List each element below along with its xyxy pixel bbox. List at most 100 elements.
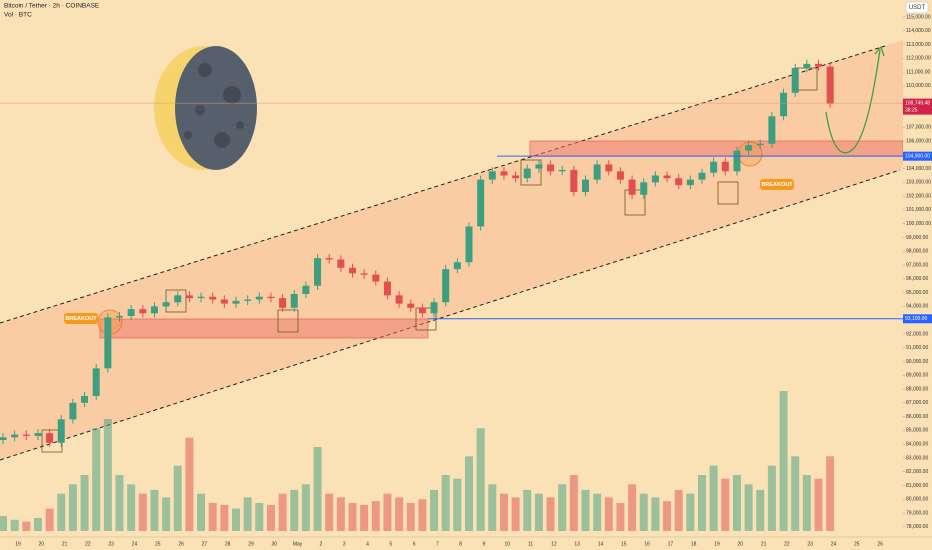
candle-body [372,274,380,282]
volume-layer [0,391,835,531]
candle-body [267,296,275,299]
y-tick-label: 103,000.00 [906,180,931,186]
candle-body [290,293,298,308]
volume-bar [779,391,788,531]
x-tick-label: May [293,541,303,547]
y-tick-label: 89,000.00 [906,373,928,379]
candle-body [0,437,7,441]
candle-body [663,175,671,179]
candle-body [244,299,252,301]
x-tick-label: 26 [877,541,883,547]
x-tick-label: 14 [598,541,604,547]
moon [154,46,257,170]
y-tick-label: 81,000.00 [906,483,928,489]
x-tick-label: 15 [621,541,627,547]
candle-body [209,296,217,300]
candle-body [279,298,287,308]
y-tick-label: 98,000.00 [906,249,928,255]
crater [236,121,244,129]
volume-bar [604,497,613,531]
x-tick-label: 27 [202,541,208,547]
candle-body [547,164,555,172]
y-tick-label: 115,000.00 [906,14,931,20]
volume-bar [45,508,54,531]
crater [195,105,205,115]
candle-body [139,309,147,314]
candle-body [803,63,811,68]
y-tick-label: 114,000.00 [906,28,931,34]
candle-body [325,258,333,260]
candle-body [302,285,310,294]
volume-bar [651,497,660,531]
crater [198,63,212,77]
candle-body [127,309,135,317]
price-axis [903,0,932,550]
price-countdown: 38:25 [905,107,918,113]
candle-body [11,434,19,438]
x-tick-label: 5 [389,541,392,547]
x-tick-label: 23 [108,541,114,547]
volume-bar [802,475,811,531]
x-tick-label: 3 [343,541,346,547]
y-tick-label: 78,000.00 [906,524,928,530]
volume-bar [826,456,835,531]
breakout-label: BREAKOUT [761,182,793,188]
candle-body [349,267,356,274]
channel-lower [0,169,901,461]
candle-body [815,63,822,67]
highlight-box [277,309,299,333]
volume-bar [395,497,404,531]
currency: USDT [909,5,926,11]
x-tick-label: 30 [272,541,278,547]
candle-layer [0,59,834,447]
price-tag [903,98,932,115]
candle-body [558,169,566,172]
x-tick-label: 7 [436,541,439,547]
candle-body [582,179,589,193]
candle-body [745,145,753,151]
volume-bar [173,465,182,531]
x-tick-label: 9 [483,541,486,547]
x-tick-label: 18 [691,541,697,547]
volume-title: Vol · BTC [4,12,32,19]
candle-body [651,175,659,183]
crater [184,131,192,139]
x-tick-label: 24 [831,541,837,547]
volume-bar [791,456,800,531]
volume-bar [68,484,77,531]
volume-bar [441,475,450,531]
volume-bar [371,501,380,531]
candle-body [535,164,543,169]
candle-body [721,161,729,172]
volume-bar [220,504,229,531]
candle-body [337,259,345,268]
x-tick-label: 13 [574,541,580,547]
breakout-label: BREAKOUT [65,316,97,322]
x-tick-label: 24 [132,541,138,547]
y-tick-label: 102,000.00 [906,193,931,199]
candle-body [46,433,54,443]
volume-bar [593,493,602,531]
candle-body [768,116,776,144]
candle-body [81,395,89,403]
candle-body [418,307,426,314]
support-zone [529,140,904,157]
y-tick-label: 87,000.00 [906,400,928,406]
x-tick-label: 16 [644,541,650,547]
x-tick-label: 20 [738,541,744,547]
volume-bar [732,475,741,531]
y-tick-label: 95,000.00 [906,290,928,296]
support-zone [99,318,429,339]
crater [223,86,241,104]
volume-bar [266,504,275,531]
candle-body [69,402,77,420]
volume-bar [756,489,765,531]
volume-bar [453,478,462,531]
candle-body [523,168,531,179]
volume-bar [534,493,543,531]
y-tick-label: 96,000.00 [906,276,928,282]
volume-bar [546,497,555,531]
x-tick-label: 21 [761,541,767,547]
breakout-tag [760,179,794,190]
